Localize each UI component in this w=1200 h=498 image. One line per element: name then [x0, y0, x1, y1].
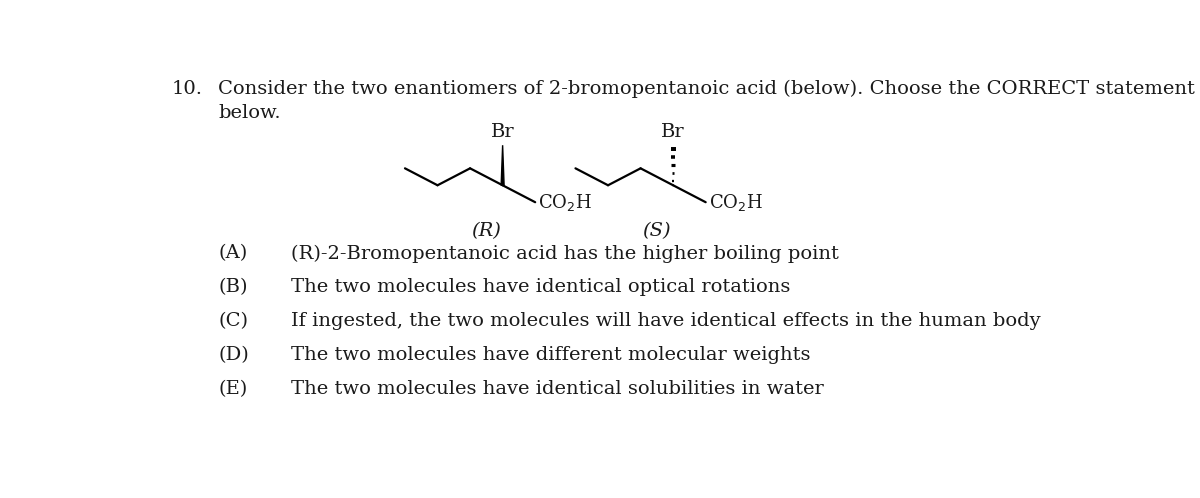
Text: The two molecules have identical optical rotations: The two molecules have identical optical… — [292, 278, 791, 296]
Text: The two molecules have identical solubilities in water: The two molecules have identical solubil… — [292, 380, 823, 398]
Text: (R): (R) — [472, 222, 502, 240]
Text: The two molecules have different molecular weights: The two molecules have different molecul… — [292, 346, 810, 364]
Text: CO$_2$H: CO$_2$H — [539, 192, 592, 213]
Text: 10.: 10. — [172, 80, 203, 98]
Polygon shape — [502, 145, 504, 185]
Text: (A): (A) — [218, 245, 247, 262]
Text: (E): (E) — [218, 380, 247, 398]
Text: Br: Br — [661, 123, 685, 140]
Text: Br: Br — [491, 123, 515, 140]
Text: (R)-2-Bromopentanoic acid has the higher boiling point: (R)-2-Bromopentanoic acid has the higher… — [292, 245, 839, 263]
Text: (C): (C) — [218, 312, 248, 330]
Text: If ingested, the two molecules will have identical effects in the human body: If ingested, the two molecules will have… — [292, 312, 1040, 330]
Text: (B): (B) — [218, 278, 247, 296]
Text: CO$_2$H: CO$_2$H — [709, 192, 763, 213]
Text: (D): (D) — [218, 346, 248, 364]
Text: Consider the two enantiomers of 2-bromopentanoic acid (below). Choose the CORREC: Consider the two enantiomers of 2-bromop… — [218, 80, 1200, 98]
Text: below.: below. — [218, 105, 281, 123]
Text: (S): (S) — [642, 222, 671, 240]
